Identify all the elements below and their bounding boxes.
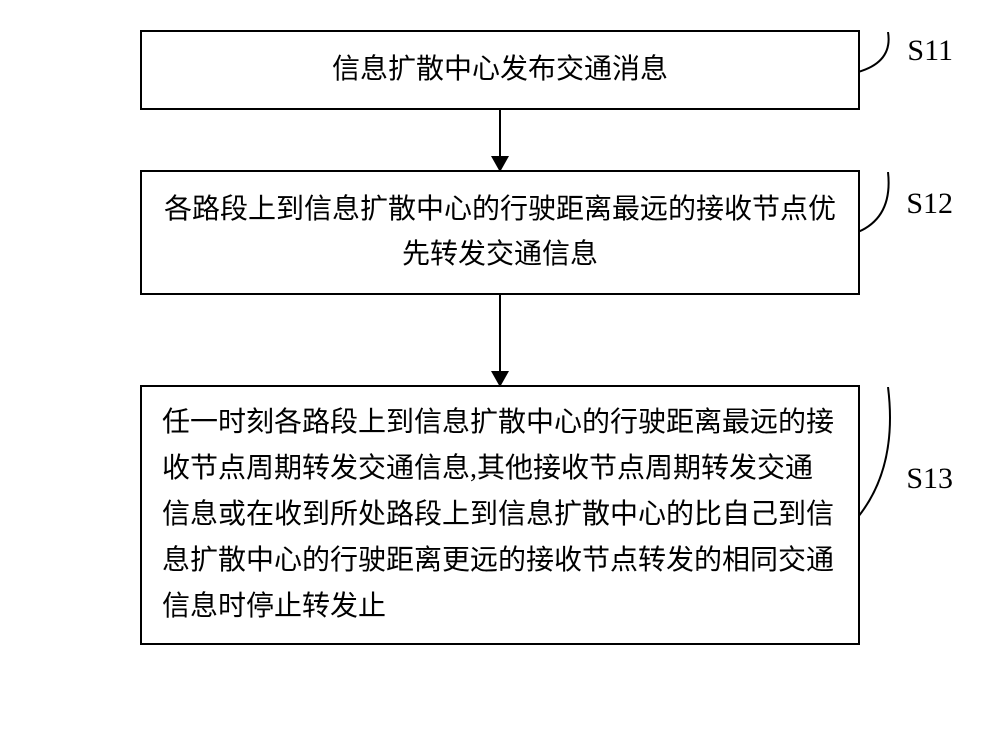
curve-connector-3 xyxy=(858,387,958,647)
flowchart-box-1: 信息扩散中心发布交通消息 S11 xyxy=(140,30,860,110)
box-1-text: 信息扩散中心发布交通消息 xyxy=(312,38,688,103)
flowchart-box-3: 任一时刻各路段上到信息扩散中心的行驶距离最远的接收节点周期转发交通信息,其他接收… xyxy=(140,385,860,645)
arrow-2 xyxy=(50,295,950,385)
step-label-2: S12 xyxy=(906,187,953,221)
step-label-3: S13 xyxy=(906,462,953,496)
step-label-1: S11 xyxy=(907,34,953,68)
box-2-text: 各路段上到信息扩散中心的行驶距离最远的接收节点优先转发交通信息 xyxy=(142,178,858,288)
box-3-text: 任一时刻各路段上到信息扩散中心的行驶距离最远的接收节点周期转发交通信息,其他接收… xyxy=(142,390,858,641)
arrow-1 xyxy=(50,110,950,170)
flowchart-box-2: 各路段上到信息扩散中心的行驶距离最远的接收节点优先转发交通信息 S12 xyxy=(140,170,860,295)
flowchart-container: 信息扩散中心发布交通消息 S11 各路段上到信息扩散中心的行驶距离最远的接收节点… xyxy=(50,30,950,645)
